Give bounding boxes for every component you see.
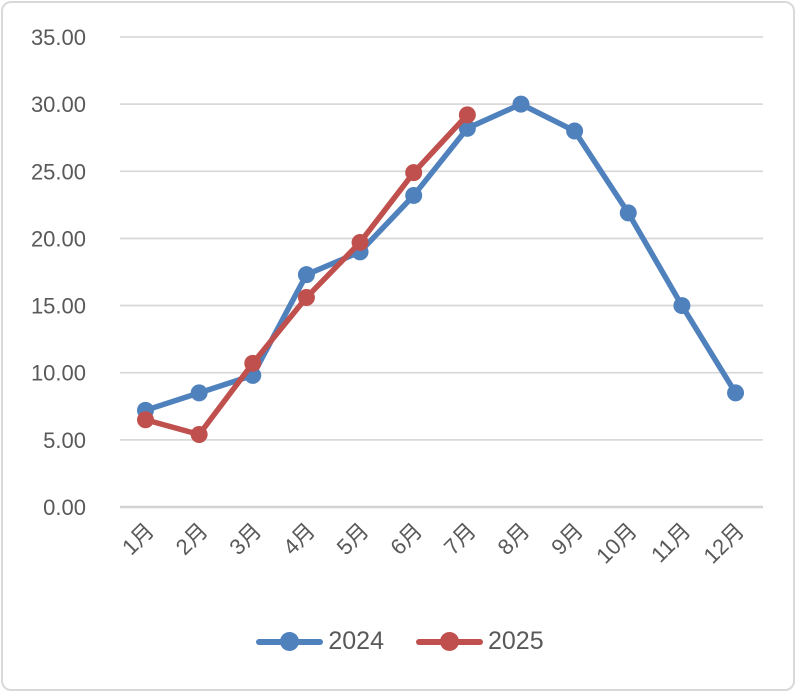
legend-label-2024: 2024	[328, 627, 384, 655]
x-tick-label: 5月	[332, 518, 374, 560]
x-tick-label: 9月	[546, 518, 588, 560]
legend-marker-2025-icon	[416, 632, 483, 651]
x-tick-label: 3月	[224, 518, 266, 560]
x-tick-label: 4月	[278, 518, 320, 560]
series-2024-marker	[190, 384, 208, 402]
x-tick-label: 11月	[646, 518, 695, 567]
x-tick-label: 7月	[439, 518, 481, 560]
series-2024-marker	[673, 297, 691, 315]
series-2025-marker	[190, 425, 208, 443]
series-2024-line	[142, 101, 739, 414]
series-2025-marker	[137, 411, 154, 429]
y-tick-label: 20.00	[31, 226, 86, 251]
x-tick-label: 8月	[493, 518, 535, 560]
series-2024-marker	[619, 204, 637, 222]
legend-marker-2024-icon	[256, 632, 324, 651]
y-tick-label: 10.00	[31, 361, 86, 386]
series-2024-marker	[566, 122, 584, 140]
x-tick-label: 10月	[591, 518, 642, 569]
legend-item-2024: 2024	[256, 629, 384, 654]
series-2025-marker	[351, 233, 369, 251]
series-2024-marker	[512, 95, 530, 113]
legend-dot-2024	[280, 632, 300, 651]
series-2025-marker	[297, 289, 315, 307]
y-tick-label: 15.00	[31, 294, 86, 319]
x-tick-label: 2月	[171, 518, 213, 560]
series-2024-marker	[405, 186, 423, 204]
legend-dot-2025	[440, 632, 459, 651]
legend: 2024 2025	[0, 629, 800, 654]
x-tick-label: 12月	[699, 518, 750, 569]
x-tick-label: 1月	[117, 518, 159, 560]
y-tick-label: 5.00	[43, 428, 86, 453]
series-2024-marker	[458, 119, 476, 137]
x-tick-label: 6月	[385, 518, 427, 560]
series-2025-marker	[244, 354, 262, 372]
legend-item-2025: 2025	[416, 629, 544, 654]
legend-label-2025: 2025	[488, 627, 544, 655]
series-2024-marker	[727, 384, 745, 402]
series-2025-marker	[458, 106, 476, 124]
y-tick-label: 35.00	[31, 25, 86, 50]
series-2025-marker	[405, 164, 423, 182]
y-tick-label: 0.00	[43, 495, 86, 520]
y-tick-label: 25.00	[31, 159, 86, 184]
y-tick-label: 30.00	[31, 92, 86, 117]
series-2024-marker	[297, 266, 315, 284]
